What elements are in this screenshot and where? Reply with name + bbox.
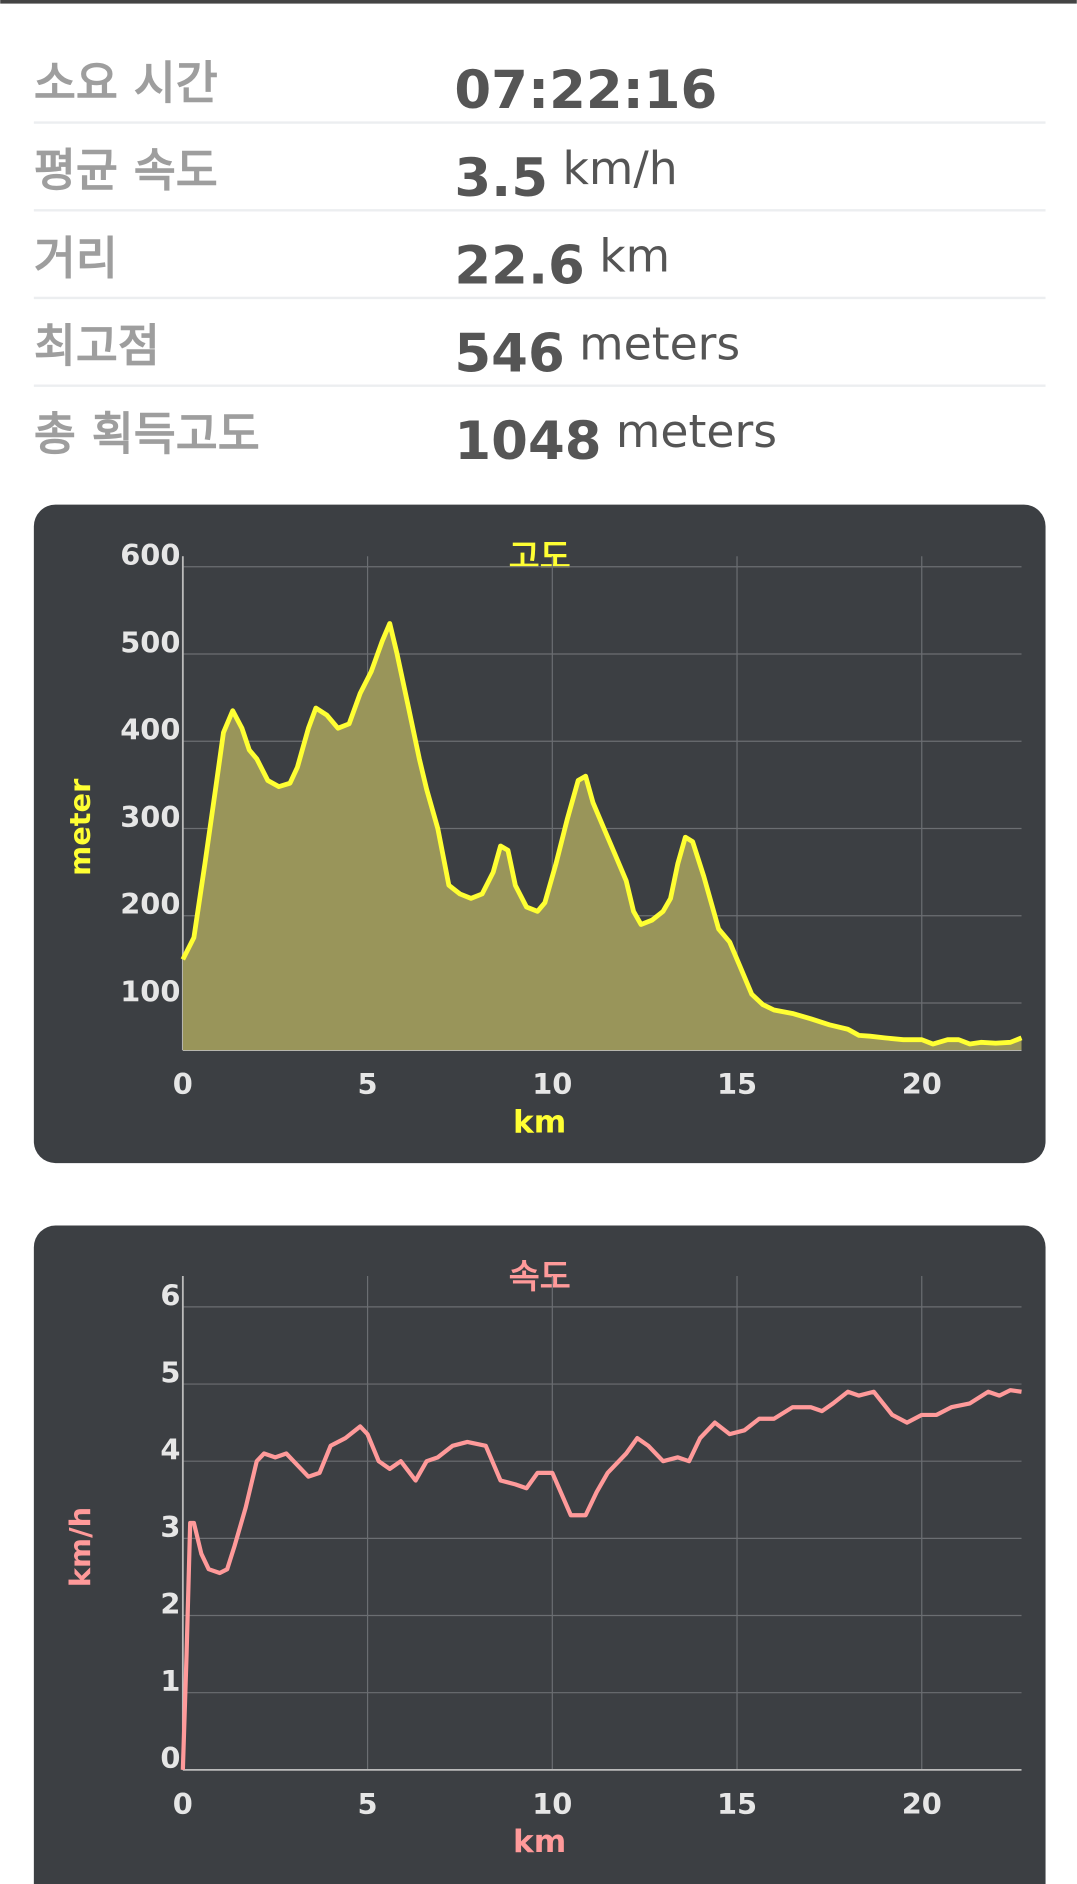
stat-value: 07:22:16	[454, 60, 717, 121]
line	[180, 1388, 1022, 1770]
y-tick-label: 5	[160, 1355, 180, 1389]
x-tick-label: 0	[173, 1787, 193, 1821]
x-tick-label: 5	[358, 1067, 378, 1101]
y-tick-label: 2	[160, 1587, 180, 1621]
y-tick-label: 400	[120, 713, 180, 747]
unit: meters	[616, 405, 777, 458]
stat-value: 3.5 km/h	[454, 142, 677, 209]
chart-panel	[33, 504, 1046, 1164]
value: 07:22:16	[454, 60, 717, 121]
y-tick-label: 100	[120, 974, 180, 1008]
chart-panel	[33, 1225, 1046, 1884]
y-tick-label: 0	[160, 1741, 180, 1775]
stat-label: 총 획득고도	[34, 407, 260, 460]
unit: km/h	[562, 142, 677, 195]
y-axis-label: meter	[63, 778, 97, 876]
stat-value: 546 meters	[454, 317, 740, 384]
x-tick-label: 10	[532, 1787, 572, 1821]
x-tick-label: 15	[717, 1787, 757, 1821]
value: 3.5	[454, 148, 548, 209]
chart-title: 고도	[509, 537, 571, 576]
stat-label: 거리	[34, 232, 118, 285]
y-axis-label: km/h	[63, 1507, 97, 1587]
x-tick-label: 5	[358, 1787, 378, 1821]
y-tick-label: 200	[120, 887, 180, 921]
x-axis-label: km	[513, 1104, 566, 1140]
y-tick-label: 6	[160, 1278, 180, 1312]
top-bar	[0, 0, 1077, 4]
area	[182, 623, 1022, 1051]
x-tick-label: 20	[902, 1067, 942, 1101]
x-tick-label: 15	[717, 1067, 757, 1101]
y-tick-label: 4	[160, 1433, 180, 1467]
value: 1048	[454, 411, 601, 472]
x-tick-label: 20	[902, 1787, 942, 1821]
y-tick-label: 1	[160, 1664, 180, 1698]
value: 22.6	[454, 236, 584, 297]
x-tick-label: 0	[173, 1067, 193, 1101]
value: 546	[454, 323, 564, 384]
x-tick-label: 10	[532, 1067, 572, 1101]
chart-title: 속도	[509, 1257, 571, 1296]
stat-value: 1048 meters	[454, 405, 777, 472]
y-tick-label: 300	[120, 800, 180, 834]
unit: km	[599, 230, 670, 283]
y-tick-label: 3	[160, 1510, 180, 1544]
x-axis-label: km	[513, 1824, 566, 1860]
y-tick-label: 600	[120, 538, 180, 572]
line	[180, 621, 1023, 1047]
stat-label: 평균 속도	[34, 144, 218, 197]
stat-label: 소요 시간	[34, 57, 218, 110]
stat-value: 22.6 km	[454, 230, 670, 297]
unit: meters	[579, 317, 740, 370]
stat-label: 최고점	[34, 320, 160, 373]
y-tick-label: 500	[120, 625, 180, 659]
